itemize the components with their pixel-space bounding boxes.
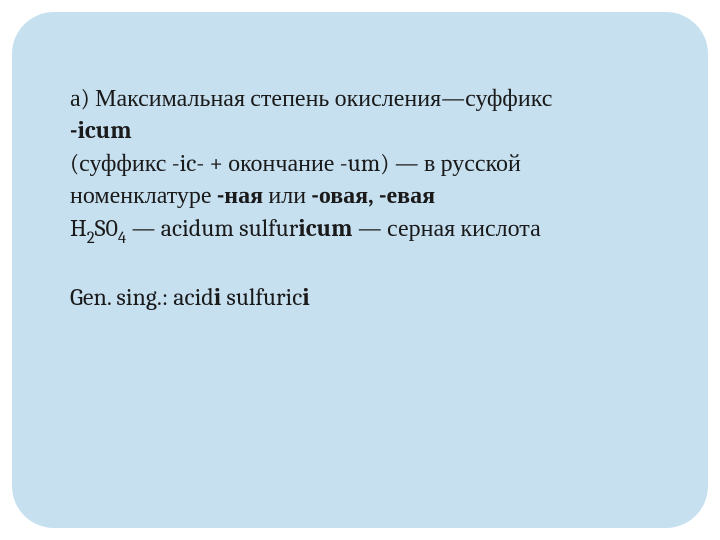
l2a: (суффикс -ic- + окончание -um) — в русск… <box>70 149 521 177</box>
l3c: — acidum sulfur <box>126 214 298 242</box>
text-content: а) Максимальная степень окисления—суффик… <box>70 82 650 313</box>
l3d: — серная кислота <box>353 214 541 242</box>
l4-bold2: i <box>302 283 309 311</box>
l3b: S0 <box>95 214 118 242</box>
line-4: Gen. sing.: acidi sulfurici <box>70 281 650 313</box>
info-card: а) Максимальная степень окисления—суффик… <box>12 12 708 528</box>
l2b-bold: -ная <box>217 181 263 209</box>
l1b-bold: -icum <box>70 116 132 144</box>
l3-bold: icum <box>298 214 352 242</box>
line-3: H2S04 — acidum sulfuricum — серная кисло… <box>70 212 650 249</box>
line-2b: номенклатуре -ная или -овая, -евая <box>70 179 650 211</box>
line-1b: -icum <box>70 114 650 146</box>
l2c: или <box>263 181 311 209</box>
line-2a: (суффикс -ic- + окончание -um) — в русск… <box>70 147 650 179</box>
l1a: а) Максимальная степень окисления—суффик… <box>70 84 552 112</box>
spacer <box>70 249 650 281</box>
l4a: Gen. sing.: acid <box>70 283 214 311</box>
l2b: номенклатуре <box>70 181 217 209</box>
l3-sub1: 2 <box>87 229 95 248</box>
l4-bold1: i <box>214 283 221 311</box>
l4b: sulfuric <box>221 283 302 311</box>
l3-sub2: 4 <box>118 229 126 248</box>
l3a: H <box>70 214 87 242</box>
l2c-bold: -овая, -евая <box>311 181 435 209</box>
line-1: а) Максимальная степень окисления—суффик… <box>70 82 650 114</box>
